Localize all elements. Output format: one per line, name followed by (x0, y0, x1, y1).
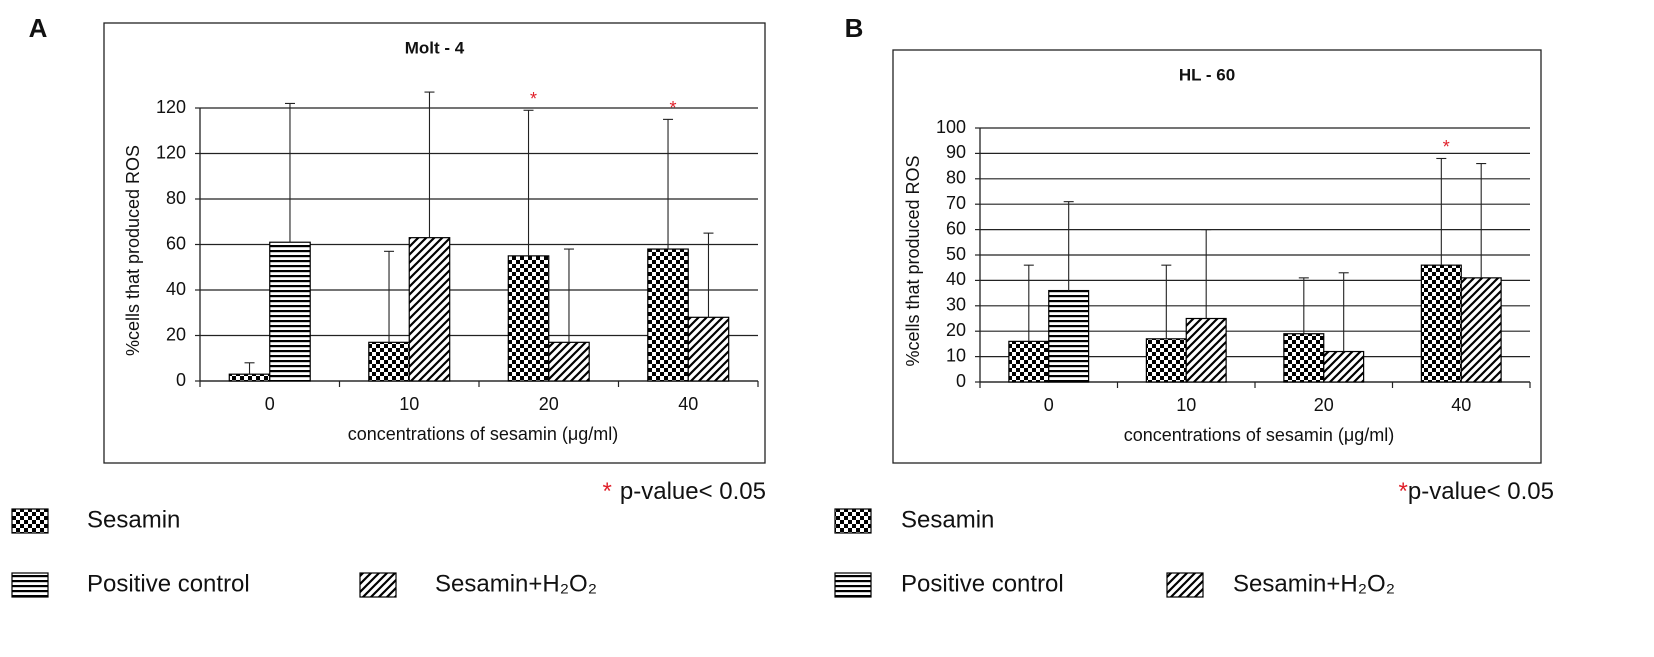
bar (1283, 333, 1325, 383)
bar (507, 255, 550, 382)
y-tick-label: 70 (946, 193, 966, 213)
x-tick-label: 10 (399, 394, 419, 414)
y-tick-label: 60 (166, 233, 186, 253)
bar (269, 241, 311, 382)
footnote-text: p-value< 0.05 (620, 478, 766, 505)
y-tick-label: 50 (946, 244, 966, 264)
x-axis-label: concentrations of sesamin (μg/ml) (1124, 425, 1394, 445)
legend-label: Sesamin+H₂O₂ (435, 570, 597, 597)
chart-title: Molt - 4 (405, 38, 465, 57)
y-axis-label: %cells that produced ROS (123, 145, 143, 356)
panel-label: A (29, 13, 48, 43)
y-tick-label: 20 (166, 324, 186, 344)
bar (228, 373, 271, 382)
y-tick-label: 80 (166, 188, 186, 208)
x-tick-label: 40 (678, 394, 698, 414)
panel-frame (892, 49, 1542, 464)
footnote-marker: * (1399, 478, 1408, 505)
legend-label: Positive control (901, 570, 1064, 597)
chart-title: HL - 60 (1179, 65, 1235, 84)
y-axis-label: %cells that produced ROS (903, 155, 923, 366)
y-tick-label: 40 (166, 279, 186, 299)
y-tick-label: 100 (936, 117, 966, 137)
bar (1420, 264, 1462, 383)
y-tick-label: 90 (946, 142, 966, 162)
legend-swatch (359, 572, 397, 598)
legend-label: Positive control (87, 570, 250, 597)
significance-mark: * (530, 89, 537, 109)
footnote: *p-value< 0.05 (1399, 478, 1554, 505)
y-tick-label: 0 (956, 371, 966, 391)
y-tick-label: 0 (176, 370, 186, 390)
footnote-text: p-value< 0.05 (1408, 478, 1554, 505)
bar (1048, 289, 1090, 383)
bar (687, 316, 730, 382)
bar (548, 341, 590, 382)
panel-label: B (845, 13, 864, 43)
x-tick-label: 40 (1451, 395, 1471, 415)
x-axis-label: concentrations of sesamin (μg/ml) (348, 424, 618, 444)
y-tick-label: 120 (156, 97, 186, 117)
bar (1145, 338, 1187, 383)
x-tick-label: 20 (539, 394, 559, 414)
y-tick-label: 60 (946, 218, 966, 238)
footnote: * p-value< 0.05 (603, 478, 766, 505)
significance-mark: * (670, 98, 677, 118)
legend-label: Sesamin (901, 506, 994, 533)
bar (368, 341, 410, 382)
x-tick-label: 10 (1176, 395, 1196, 415)
y-tick-label: 40 (946, 269, 966, 289)
footnote-marker: * (603, 478, 612, 505)
legend-swatch (11, 508, 49, 534)
y-tick-label: 30 (946, 295, 966, 315)
legend-label: Sesamin (87, 506, 180, 533)
x-tick-label: 20 (1314, 395, 1334, 415)
significance-mark: * (1443, 137, 1450, 157)
legend-label: Sesamin+H₂O₂ (1233, 570, 1395, 597)
legend-swatch (834, 508, 872, 534)
bar (408, 237, 451, 382)
x-tick-label: 0 (265, 394, 275, 414)
legend-swatch (834, 572, 872, 598)
y-tick-label: 20 (946, 320, 966, 340)
legend-swatch (11, 572, 49, 598)
bar (1185, 317, 1227, 383)
bar (647, 248, 689, 382)
y-tick-label: 120 (156, 142, 186, 162)
x-tick-label: 0 (1044, 395, 1054, 415)
bar (1008, 340, 1050, 383)
y-tick-label: 10 (946, 345, 966, 365)
legend-swatch (1166, 572, 1204, 598)
y-tick-label: 80 (946, 168, 966, 188)
bar (1460, 277, 1502, 383)
bar (1323, 350, 1365, 383)
panel-frame (103, 22, 766, 464)
